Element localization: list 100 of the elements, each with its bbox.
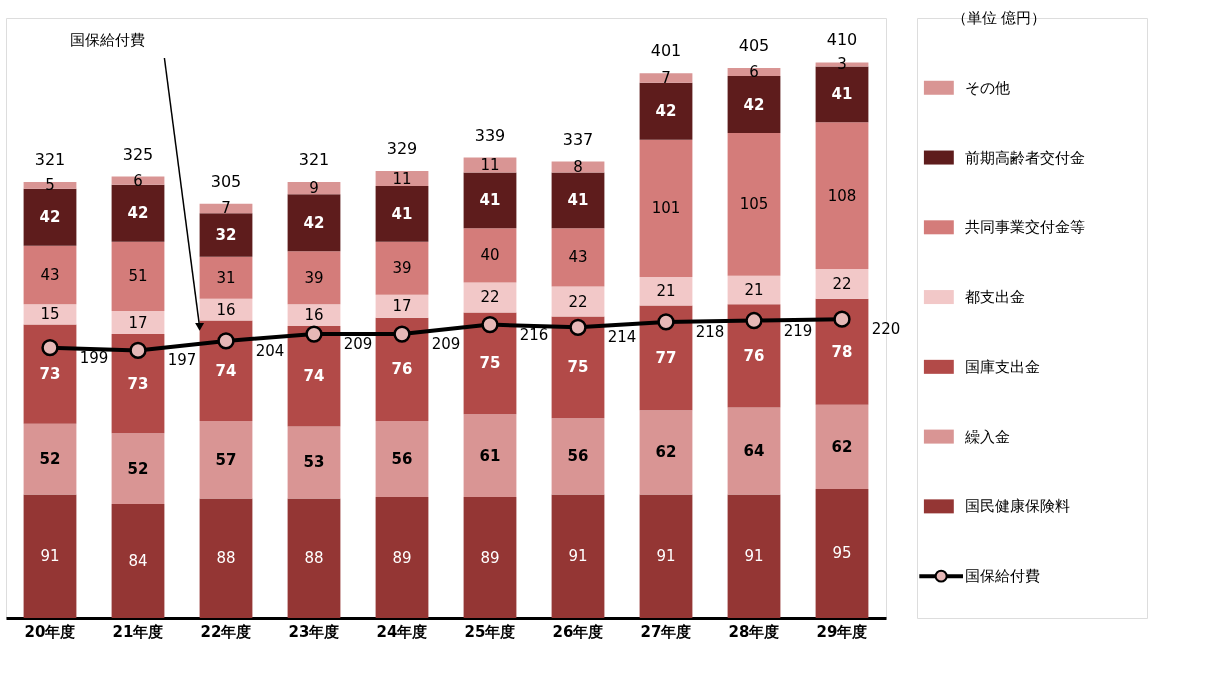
data-label: 73 xyxy=(127,374,149,393)
bar xyxy=(287,194,341,252)
bar xyxy=(287,325,341,427)
bar xyxy=(199,256,253,299)
data-label: 73 xyxy=(39,365,61,384)
bar xyxy=(375,421,429,498)
bar xyxy=(815,488,869,618)
data-label: 78 xyxy=(831,342,853,361)
bar xyxy=(111,503,165,618)
bar xyxy=(23,423,77,495)
data-label: 214 xyxy=(607,328,637,347)
bar xyxy=(375,294,429,318)
total-label: 337 xyxy=(562,129,594,149)
data-label: 199 xyxy=(79,348,109,367)
total-label: 321 xyxy=(34,149,66,169)
bar xyxy=(639,305,693,411)
data-label: 17 xyxy=(128,313,148,332)
data-label: 91 xyxy=(40,547,60,566)
legend-label: 都支出金 xyxy=(965,288,1026,307)
total-label: 321 xyxy=(298,149,330,169)
data-label: 76 xyxy=(391,360,413,379)
bar xyxy=(111,334,165,434)
data-label: 22 xyxy=(480,288,500,307)
legend-label: 国庫支出金 xyxy=(965,357,1041,376)
bar xyxy=(727,304,781,408)
bar xyxy=(199,498,253,618)
bar xyxy=(639,139,693,278)
data-label: 51 xyxy=(128,267,148,286)
bar xyxy=(639,82,693,140)
legend-label: その他 xyxy=(965,78,1011,97)
bar xyxy=(639,494,693,618)
bar xyxy=(815,298,869,405)
bar xyxy=(287,498,341,618)
data-label: 56 xyxy=(391,450,413,469)
bar xyxy=(727,407,781,495)
bar xyxy=(111,311,165,335)
data-label: 11 xyxy=(480,156,500,174)
data-label: 17 xyxy=(392,297,412,316)
data-label: 209 xyxy=(431,335,461,354)
bar xyxy=(815,122,869,269)
legend-label: 国保給付費 xyxy=(965,567,1041,586)
data-label: 9 xyxy=(309,179,319,198)
data-label: 204 xyxy=(255,341,285,360)
bar xyxy=(815,268,869,299)
total-label: 325 xyxy=(122,144,154,164)
data-label: 52 xyxy=(39,450,61,469)
data-label: 42 xyxy=(127,204,149,223)
data-label: 75 xyxy=(567,358,589,377)
point xyxy=(129,341,147,360)
data-label: 91 xyxy=(744,547,764,566)
data-label: 21 xyxy=(744,280,764,299)
x-tick-label: 26年度 xyxy=(552,622,604,641)
point xyxy=(393,325,411,343)
total-label: 339 xyxy=(474,125,506,145)
x-tick-label: 28年度 xyxy=(728,622,780,641)
bar xyxy=(639,73,693,83)
annotation: 国保給付費 xyxy=(69,31,145,49)
text: （単位 億円） xyxy=(951,9,1047,27)
bar xyxy=(815,404,869,489)
point xyxy=(305,325,323,343)
data-label: 74 xyxy=(215,361,237,380)
x-tick-label: 21年度 xyxy=(112,622,164,641)
bar xyxy=(111,241,165,312)
data-label: 219 xyxy=(783,321,813,340)
bar xyxy=(111,184,165,242)
bar xyxy=(23,324,77,424)
legend-label: 前期高齢者交付金 xyxy=(965,148,1086,167)
data-label: 42 xyxy=(655,102,677,121)
data-label: 105 xyxy=(739,195,769,214)
total-label: 401 xyxy=(650,41,682,61)
data-label: 62 xyxy=(655,443,677,462)
bar xyxy=(287,251,341,305)
total-label: 405 xyxy=(738,35,770,55)
bar xyxy=(727,133,781,276)
data-label: 43 xyxy=(568,248,588,267)
data-label: 42 xyxy=(303,213,325,232)
legend-label: 共同事業交付金等 xyxy=(965,218,1086,237)
bar xyxy=(23,188,77,246)
bar xyxy=(727,494,781,618)
data-label: 56 xyxy=(567,447,589,466)
bar xyxy=(639,410,693,495)
x-tick-label: 20年度 xyxy=(24,622,76,641)
data-label: 41 xyxy=(391,204,413,223)
data-label: 108 xyxy=(827,186,857,205)
bar xyxy=(199,298,253,321)
data-label: 42 xyxy=(743,95,765,114)
data-label: 64 xyxy=(743,441,765,460)
data-label: 16 xyxy=(216,300,236,319)
bar xyxy=(727,275,781,305)
bar xyxy=(199,213,253,257)
x-tick-label: 25年度 xyxy=(464,622,516,641)
data-label: 75 xyxy=(479,354,501,373)
legend-label: 国民健康保険料 xyxy=(965,497,1071,516)
data-label: 41 xyxy=(479,191,501,210)
data-label: 95 xyxy=(832,544,852,563)
data-label: 218 xyxy=(695,322,725,341)
data-label: 197 xyxy=(167,351,197,370)
data-label: 43 xyxy=(40,266,60,285)
data-label: 31 xyxy=(216,268,236,287)
bar xyxy=(199,421,253,499)
